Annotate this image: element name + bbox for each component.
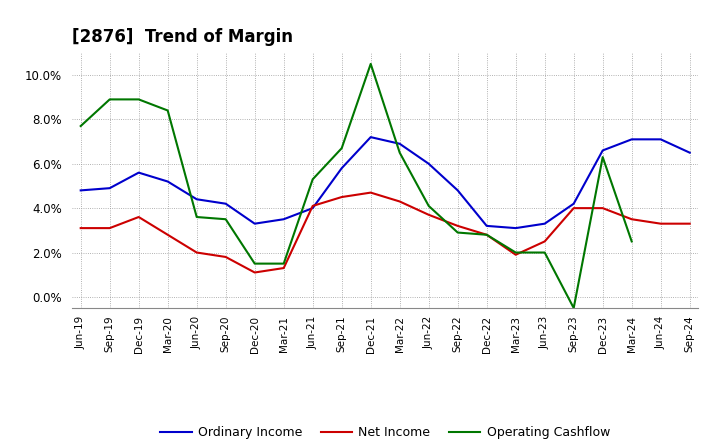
Ordinary Income xyxy=(279,216,288,222)
Net Income xyxy=(251,270,259,275)
Ordinary Income xyxy=(657,137,665,142)
Net Income xyxy=(338,194,346,200)
Ordinary Income xyxy=(454,188,462,193)
Operating Cashflow xyxy=(308,176,317,182)
Line: Operating Cashflow: Operating Cashflow xyxy=(81,64,631,308)
Ordinary Income xyxy=(424,161,433,166)
Net Income xyxy=(541,239,549,244)
Ordinary Income xyxy=(598,148,607,153)
Net Income xyxy=(105,225,114,231)
Net Income xyxy=(192,250,201,255)
Ordinary Income xyxy=(163,179,172,184)
Ordinary Income xyxy=(135,170,143,175)
Ordinary Income xyxy=(511,225,520,231)
Operating Cashflow xyxy=(395,150,404,155)
Net Income xyxy=(570,205,578,211)
Operating Cashflow xyxy=(598,154,607,160)
Line: Ordinary Income: Ordinary Income xyxy=(81,137,690,228)
Operating Cashflow xyxy=(366,61,375,66)
Ordinary Income xyxy=(395,141,404,147)
Net Income xyxy=(454,223,462,228)
Net Income xyxy=(221,254,230,260)
Ordinary Income xyxy=(192,197,201,202)
Operating Cashflow xyxy=(424,203,433,209)
Net Income xyxy=(511,252,520,257)
Ordinary Income xyxy=(482,223,491,228)
Operating Cashflow xyxy=(76,123,85,128)
Net Income xyxy=(279,265,288,271)
Operating Cashflow xyxy=(454,230,462,235)
Net Income xyxy=(598,205,607,211)
Ordinary Income xyxy=(541,221,549,226)
Net Income xyxy=(395,199,404,204)
Net Income xyxy=(76,225,85,231)
Operating Cashflow xyxy=(511,250,520,255)
Net Income xyxy=(366,190,375,195)
Ordinary Income xyxy=(685,150,694,155)
Operating Cashflow xyxy=(163,108,172,113)
Ordinary Income xyxy=(251,221,259,226)
Ordinary Income xyxy=(627,137,636,142)
Operating Cashflow xyxy=(192,214,201,220)
Ordinary Income xyxy=(76,188,85,193)
Ordinary Income xyxy=(366,135,375,140)
Ordinary Income xyxy=(338,165,346,171)
Operating Cashflow xyxy=(105,97,114,102)
Ordinary Income xyxy=(308,205,317,211)
Operating Cashflow xyxy=(251,261,259,266)
Net Income xyxy=(627,216,636,222)
Ordinary Income xyxy=(570,201,578,206)
Net Income xyxy=(657,221,665,226)
Legend: Ordinary Income, Net Income, Operating Cashflow: Ordinary Income, Net Income, Operating C… xyxy=(156,422,615,440)
Operating Cashflow xyxy=(570,305,578,311)
Line: Net Income: Net Income xyxy=(81,193,690,272)
Operating Cashflow xyxy=(338,146,346,151)
Operating Cashflow xyxy=(135,97,143,102)
Net Income xyxy=(424,212,433,217)
Operating Cashflow xyxy=(279,261,288,266)
Text: [2876]  Trend of Margin: [2876] Trend of Margin xyxy=(72,28,293,46)
Ordinary Income xyxy=(105,186,114,191)
Operating Cashflow xyxy=(627,239,636,244)
Net Income xyxy=(685,221,694,226)
Operating Cashflow xyxy=(221,216,230,222)
Net Income xyxy=(135,214,143,220)
Operating Cashflow xyxy=(482,232,491,238)
Operating Cashflow xyxy=(541,250,549,255)
Ordinary Income xyxy=(221,201,230,206)
Net Income xyxy=(482,232,491,238)
Net Income xyxy=(308,203,317,209)
Net Income xyxy=(163,232,172,238)
